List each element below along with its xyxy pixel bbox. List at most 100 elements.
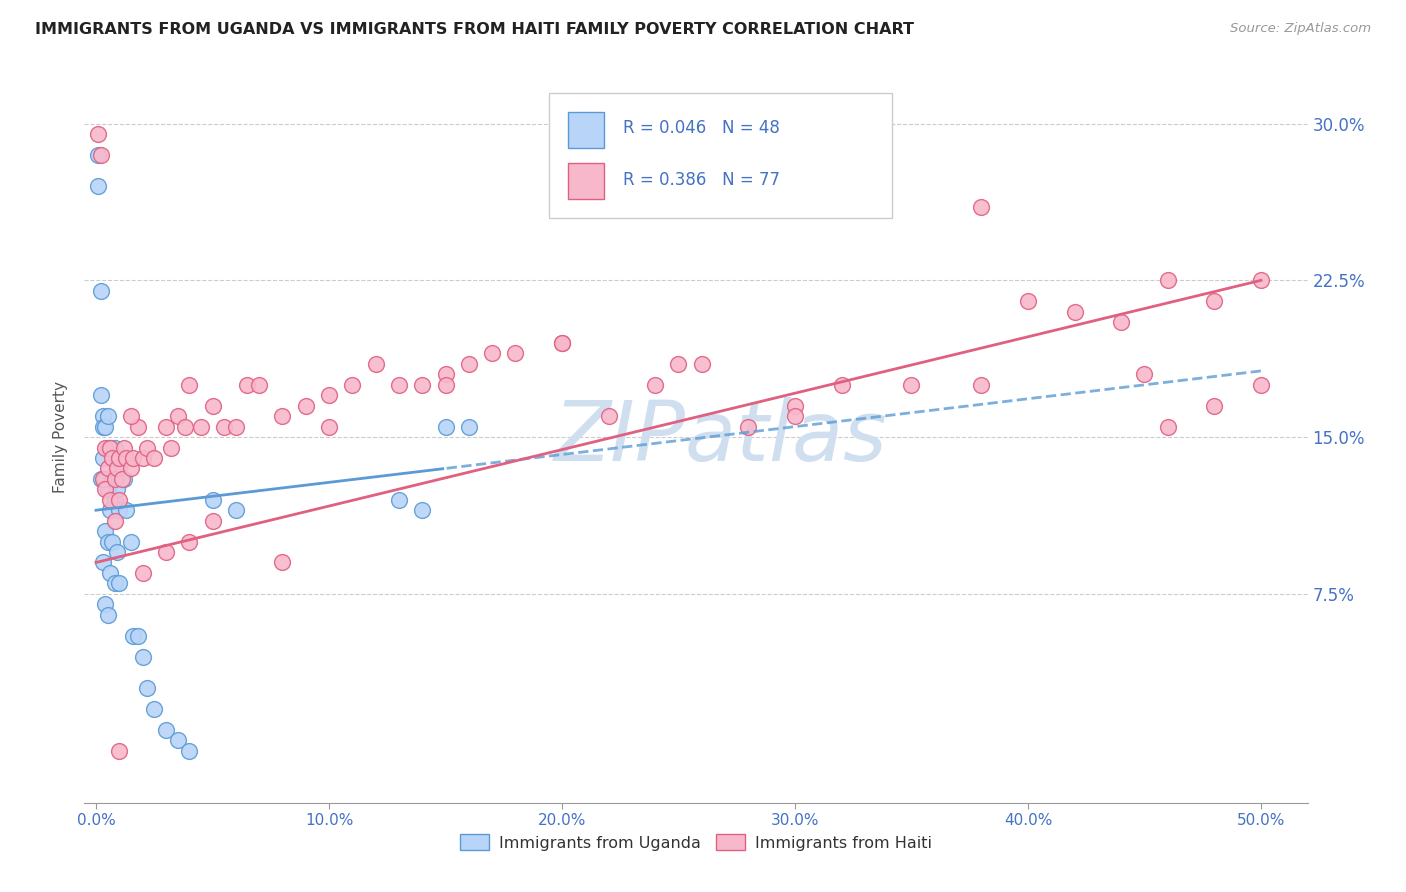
Point xyxy=(900,377,922,392)
Point xyxy=(127,629,149,643)
Point xyxy=(155,723,177,737)
Point xyxy=(115,450,138,465)
Point xyxy=(105,483,128,497)
Point xyxy=(236,377,259,392)
Point xyxy=(783,409,806,424)
Point xyxy=(737,419,759,434)
Point xyxy=(1157,273,1180,287)
Point xyxy=(98,503,121,517)
Point xyxy=(179,534,201,549)
Point xyxy=(97,441,120,455)
Point xyxy=(104,441,127,455)
Point xyxy=(551,336,574,351)
Point xyxy=(108,576,131,591)
Point xyxy=(91,409,114,424)
Point xyxy=(457,419,479,434)
Point xyxy=(1204,399,1226,413)
Text: R = 0.046   N = 48: R = 0.046 N = 48 xyxy=(623,120,779,137)
Point xyxy=(131,649,153,664)
Point xyxy=(112,472,135,486)
Point xyxy=(1133,368,1156,382)
Point xyxy=(90,472,112,486)
Point xyxy=(91,450,114,465)
Point xyxy=(190,419,212,434)
Point xyxy=(90,148,112,162)
Point xyxy=(111,472,134,486)
Point xyxy=(970,377,993,392)
Point xyxy=(112,441,135,455)
Point xyxy=(318,419,340,434)
Point xyxy=(87,148,110,162)
Point xyxy=(120,534,142,549)
Point xyxy=(94,419,117,434)
Point xyxy=(97,607,120,622)
Point xyxy=(201,399,224,413)
Point xyxy=(87,179,110,194)
Point xyxy=(90,388,112,402)
Point xyxy=(105,461,128,475)
Point xyxy=(179,743,201,757)
Point xyxy=(87,127,110,141)
Point xyxy=(91,556,114,570)
Point xyxy=(159,441,181,455)
Point xyxy=(1063,304,1085,318)
Point xyxy=(1109,315,1132,329)
Text: Source: ZipAtlas.com: Source: ZipAtlas.com xyxy=(1230,22,1371,36)
Point xyxy=(136,441,159,455)
Point xyxy=(201,492,224,507)
Point xyxy=(318,388,340,402)
Point xyxy=(342,377,364,392)
Point xyxy=(97,483,120,497)
Point xyxy=(101,534,124,549)
Point xyxy=(101,450,124,465)
Point xyxy=(690,357,713,371)
FancyBboxPatch shape xyxy=(550,94,891,218)
Point xyxy=(271,556,294,570)
Point xyxy=(91,419,114,434)
Point xyxy=(108,492,131,507)
Point xyxy=(127,419,149,434)
Point xyxy=(97,409,120,424)
Point xyxy=(104,514,127,528)
Point xyxy=(94,472,117,486)
Point xyxy=(505,346,527,360)
Point xyxy=(155,545,177,559)
Point xyxy=(434,377,457,392)
Text: R = 0.386   N = 77: R = 0.386 N = 77 xyxy=(623,170,779,188)
Point xyxy=(131,566,153,580)
Point xyxy=(131,450,153,465)
Point xyxy=(434,419,457,434)
Point xyxy=(225,419,247,434)
Point xyxy=(294,399,316,413)
Point xyxy=(166,733,188,747)
Point xyxy=(166,409,188,424)
FancyBboxPatch shape xyxy=(568,162,605,199)
Point xyxy=(644,377,666,392)
Y-axis label: Family Poverty: Family Poverty xyxy=(53,381,69,493)
Point xyxy=(97,534,120,549)
Point xyxy=(668,357,690,371)
Point xyxy=(783,399,806,413)
Point xyxy=(108,450,131,465)
Point xyxy=(481,346,503,360)
Point xyxy=(551,336,574,351)
FancyBboxPatch shape xyxy=(568,112,605,148)
Point xyxy=(98,441,121,455)
Point xyxy=(122,450,145,465)
Point xyxy=(94,524,117,538)
Point xyxy=(1157,419,1180,434)
Point xyxy=(108,743,131,757)
Point xyxy=(1250,377,1272,392)
Point xyxy=(179,377,201,392)
Point xyxy=(212,419,235,434)
Point xyxy=(155,419,177,434)
Point xyxy=(411,377,433,392)
Point xyxy=(98,566,121,580)
Point xyxy=(98,441,121,455)
Point xyxy=(271,409,294,424)
Point xyxy=(105,545,128,559)
Point xyxy=(173,419,195,434)
Point xyxy=(108,461,131,475)
Text: IMMIGRANTS FROM UGANDA VS IMMIGRANTS FROM HAITI FAMILY POVERTY CORRELATION CHART: IMMIGRANTS FROM UGANDA VS IMMIGRANTS FRO… xyxy=(35,22,914,37)
Point xyxy=(225,503,247,517)
